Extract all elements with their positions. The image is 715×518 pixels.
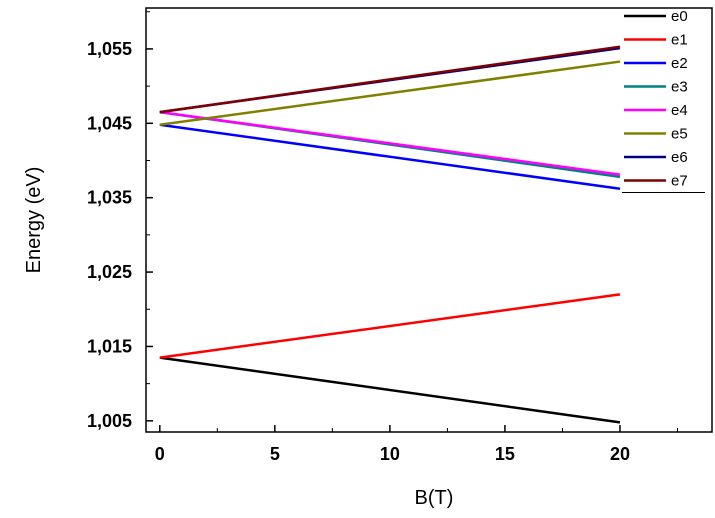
- y-tick-label: 1,045: [87, 113, 132, 133]
- legend-label-e4: e4: [671, 102, 688, 119]
- series-line-e1: [159, 293, 621, 359]
- y-tick-label: 1,035: [87, 188, 132, 208]
- legend-label-e0: e0: [671, 8, 688, 25]
- x-tick-label: 20: [610, 444, 630, 464]
- x-axis: 0 5 10 15 20: [155, 425, 678, 464]
- x-tick-label: 5: [270, 444, 280, 464]
- y-axis-title: Energy (eV): [23, 167, 45, 274]
- x-axis-title: B(T): [415, 487, 454, 509]
- series-line-e2: [159, 123, 621, 190]
- y-axis: 1,005 1,015 1,025 1,035 1,045 1,055: [87, 11, 153, 431]
- legend-label-e2: e2: [671, 55, 688, 72]
- x-tick-label: 0: [155, 444, 165, 464]
- y-tick-label: 1,005: [87, 411, 132, 431]
- legend-label-e5: e5: [671, 126, 688, 143]
- series-line-e0: [159, 356, 621, 424]
- x-tick-label: 15: [495, 444, 515, 464]
- y-tick-label: 1,015: [87, 336, 132, 356]
- legend-label-e7: e7: [671, 173, 688, 190]
- series-lines: [159, 45, 621, 424]
- series-line-e7: [159, 45, 621, 114]
- series-line-e5: [159, 60, 621, 127]
- plot-area-frame: [145, 7, 713, 433]
- y-tick-label: 1,055: [87, 39, 132, 59]
- legend-label-e3: e3: [671, 79, 688, 96]
- x-tick-label: 10: [380, 444, 400, 464]
- y-tick-label: 1,025: [87, 262, 132, 282]
- legend-label-e6: e6: [671, 149, 688, 166]
- legend-label-e1: e1: [671, 32, 688, 49]
- series-line-e4: [159, 110, 621, 176]
- legend: e0 e1 e2 e3 e4 e5 e6 e7: [622, 8, 705, 193]
